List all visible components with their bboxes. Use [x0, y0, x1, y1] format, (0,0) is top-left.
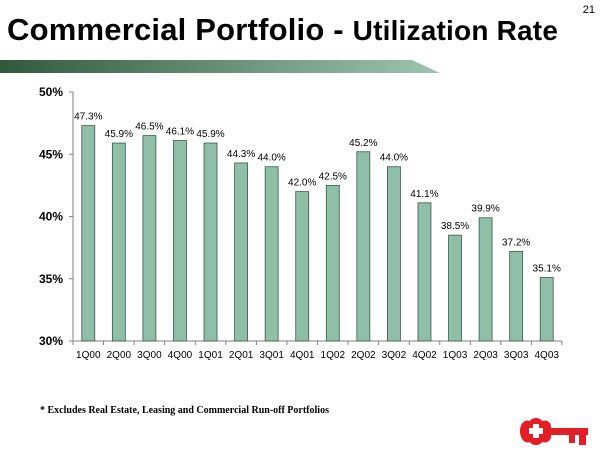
data-label-3Q00: 46.5%: [135, 122, 163, 133]
category-label-3Q02: 3Q02: [382, 350, 407, 361]
category-label-1Q00: 1Q00: [76, 350, 101, 361]
category-label-2Q01: 2Q01: [229, 350, 254, 361]
bar-1Q03: [448, 234, 462, 342]
category-label-4Q01: 4Q01: [290, 350, 315, 361]
category-label-4Q02: 4Q02: [412, 350, 437, 361]
bar-3Q00: [142, 135, 157, 342]
bar-2Q01: [234, 162, 248, 342]
category-label-2Q03: 2Q03: [473, 350, 498, 361]
data-label-2Q01: 44.3%: [227, 149, 255, 160]
bar-2Q03: [478, 217, 493, 342]
bar-2Q00: [111, 142, 126, 342]
footnote: * Excludes Real Estate, Leasing and Comm…: [40, 405, 329, 416]
page-number: 21: [582, 4, 595, 16]
data-label-2Q00: 45.9%: [105, 129, 133, 140]
category-label-1Q01: 1Q01: [198, 350, 223, 361]
y-tick-label: 45%: [39, 147, 63, 161]
bar-3Q01: [264, 166, 279, 342]
data-label-4Q03: 35.1%: [533, 264, 561, 275]
data-label-3Q03: 37.2%: [502, 237, 530, 248]
data-label-4Q01: 42.0%: [288, 178, 316, 189]
category-label-2Q00: 2Q00: [107, 350, 132, 361]
data-label-1Q03: 38.5%: [441, 221, 469, 232]
category-label-4Q00: 4Q00: [168, 350, 193, 361]
title-banner: [0, 60, 440, 73]
data-label-1Q02: 42.5%: [319, 171, 347, 182]
bar-1Q01: [203, 142, 218, 342]
bar-4Q01: [295, 191, 310, 342]
category-label-2Q02: 2Q02: [351, 350, 376, 361]
data-label-3Q02: 44.0%: [380, 153, 408, 164]
category-label-4Q03: 4Q03: [534, 350, 559, 361]
bar-1Q02: [325, 184, 340, 342]
slide-title: Commercial Portfolio - Utilization Rate: [7, 12, 558, 48]
category-label-1Q03: 1Q03: [443, 350, 468, 361]
key-logo-icon: [520, 418, 588, 445]
bar-3Q02: [387, 166, 401, 342]
data-label-1Q01: 45.9%: [196, 129, 224, 140]
data-label-4Q00: 46.1%: [166, 127, 194, 138]
bar-4Q03: [539, 277, 554, 342]
bar-2Q02: [356, 151, 371, 342]
y-tick-label: 40%: [39, 210, 63, 224]
category-label-3Q01: 3Q01: [259, 350, 284, 361]
bar-4Q00: [173, 140, 187, 342]
y-tick-label: 50%: [39, 85, 63, 99]
data-label-2Q03: 39.9%: [471, 204, 499, 215]
data-label-1Q00: 47.3%: [74, 112, 102, 123]
bar-4Q02: [417, 202, 432, 342]
y-tick-label: 30%: [39, 334, 63, 348]
data-label-4Q02: 41.1%: [410, 189, 438, 200]
bar-1Q00: [81, 125, 96, 342]
title-sub: Utilization Rate: [352, 15, 559, 46]
y-tick-label: 35%: [39, 272, 63, 286]
category-label-3Q03: 3Q03: [504, 350, 529, 361]
data-label-2Q02: 45.2%: [349, 138, 377, 149]
bar-3Q03: [509, 250, 524, 342]
category-label-3Q00: 3Q00: [137, 350, 162, 361]
data-label-3Q01: 44.0%: [257, 153, 285, 164]
bar-chart: 30% 35% 40% 45% 50% 47.3% 1Q00 45.9% 2Q00 46.5% 3…: [39, 85, 563, 361]
title-main: Commercial Portfolio -: [7, 12, 353, 47]
category-label-1Q02: 1Q02: [321, 350, 346, 361]
